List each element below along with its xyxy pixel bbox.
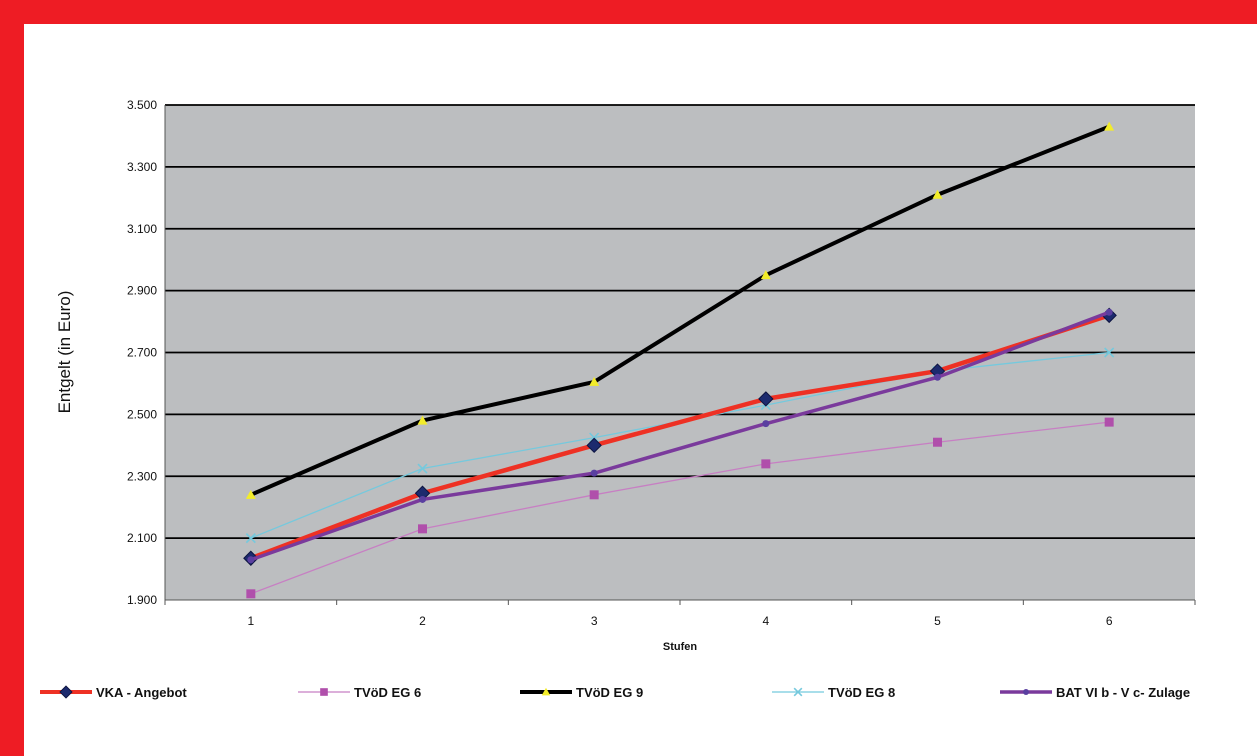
- square-marker: [761, 459, 771, 469]
- square-marker: [589, 490, 599, 500]
- series-line: [250, 421, 1110, 595]
- circle-marker: [1105, 308, 1113, 316]
- legend-item: TVöD EG 9: [520, 685, 643, 700]
- x-tick-label: 5: [934, 614, 941, 628]
- circle-marker: [762, 420, 770, 428]
- legend-item: BAT VI b - V c- Zulage: [1000, 685, 1190, 700]
- diamond-marker: [59, 685, 73, 699]
- x-marker: [589, 432, 600, 443]
- red-left-border: [0, 0, 24, 756]
- series-0: [243, 307, 1117, 566]
- legend: VKA - Angebot TVöD EG 6 TVöD EG 9 TVöD EG 8…: [40, 685, 1190, 700]
- legend-label: BAT VI b - V c- Zulage: [1056, 685, 1190, 700]
- series-1: [246, 417, 1114, 599]
- square-marker: [320, 688, 328, 696]
- y-tick-label: 2.100: [127, 531, 157, 545]
- y-tick-label: 2.500: [127, 407, 157, 421]
- series-line: [250, 313, 1110, 561]
- y-tick-label: 2.300: [127, 469, 157, 483]
- legend-item: TVöD EG 6: [298, 685, 421, 700]
- y-tick-labels: 1.900 2.100 2.300 2.500 2.700 2.900 3.100 3.300…: [127, 98, 157, 607]
- circle-marker: [247, 556, 255, 564]
- series-line: [250, 124, 1110, 497]
- legend-item: TVöD EG 8: [772, 685, 895, 700]
- x-tick-label: 3: [591, 614, 598, 628]
- triangle-marker: [932, 189, 943, 199]
- legend-label: TVöD EG 6: [354, 685, 421, 700]
- series-line: [250, 310, 1110, 562]
- x-tick-label: 4: [762, 614, 769, 628]
- legend-label: VKA - Angebot: [96, 685, 187, 700]
- series-4: [247, 308, 1113, 564]
- diamond-marker: [586, 437, 602, 454]
- legend-label: TVöD EG 8: [828, 685, 895, 700]
- y-tick-label: 3.100: [127, 222, 157, 236]
- triangle-marker: [589, 376, 600, 386]
- x-tick-labels: 1 2 3 4 5 6: [247, 614, 1112, 628]
- x-marker: [417, 463, 428, 474]
- circle-marker: [590, 469, 598, 477]
- diamond-marker: [758, 391, 774, 407]
- square-marker: [1104, 417, 1114, 427]
- red-top-border: [0, 0, 1257, 24]
- axes: [164, 105, 1196, 605]
- triangle-marker: [541, 687, 551, 696]
- circle-marker: [934, 373, 941, 381]
- y-tick-label: 1.900: [127, 593, 157, 607]
- legend-item: VKA - Angebot: [40, 685, 187, 700]
- x-tick-label: 6: [1106, 614, 1113, 628]
- triangle-marker: [760, 270, 771, 280]
- square-marker: [246, 589, 256, 599]
- x-marker: [793, 687, 803, 697]
- triangle-marker: [417, 415, 428, 425]
- circle-marker: [419, 495, 426, 503]
- square-marker: [933, 437, 942, 447]
- triangle-marker: [1104, 121, 1115, 131]
- series-lines: [243, 121, 1117, 599]
- x-tick-label: 1: [247, 614, 254, 628]
- legend-label: TVöD EG 9: [576, 685, 643, 700]
- y-tick-label: 2.900: [127, 284, 157, 298]
- series-2: [245, 121, 1115, 499]
- x-axis-title: Stufen: [663, 641, 698, 653]
- x-marker: [245, 533, 256, 544]
- square-marker: [418, 524, 427, 534]
- y-axis-title: Entgelt (in Euro): [55, 291, 74, 414]
- gridlines: [165, 104, 1195, 540]
- circle-marker: [1023, 689, 1029, 695]
- triangle-marker: [245, 489, 256, 499]
- y-tick-label: 2.700: [127, 346, 157, 360]
- y-tick-label: 3.500: [127, 98, 157, 112]
- x-marker: [1104, 347, 1115, 358]
- y-tick-label: 3.300: [127, 160, 157, 174]
- x-tick-label: 2: [419, 614, 426, 628]
